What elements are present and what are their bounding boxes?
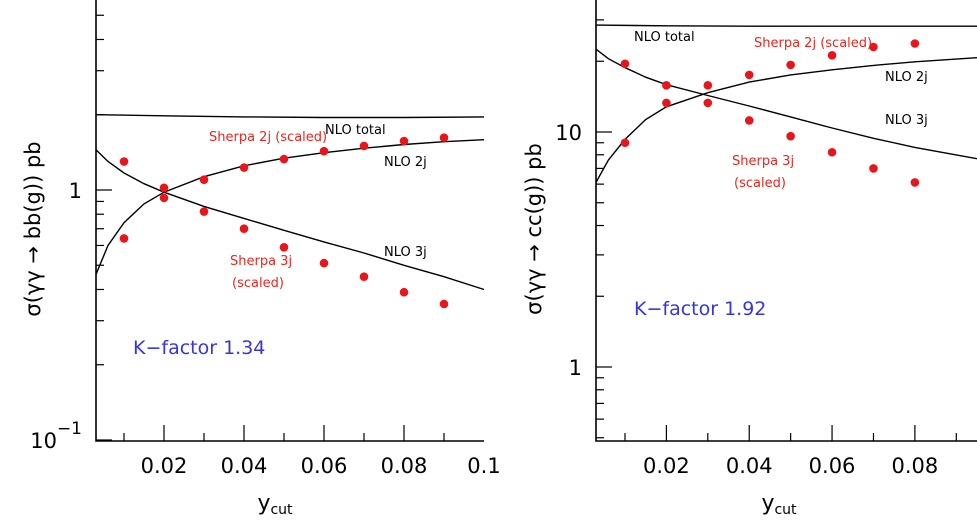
left-sherpa-2j-scaled-point [439,133,449,142]
left-x-tick-label: 0.04 [221,454,268,478]
right-axis-frame [595,0,977,442]
left-nlo-total-label: NLO total [325,123,386,138]
left-x-tick-label: 0.1 [467,454,500,478]
right-sherpa-2j-label: Sherpa 2j (scaled) [754,36,872,51]
right-x-tick-label: 0.06 [809,454,856,478]
left-x-tick-label: 0.06 [301,454,348,478]
right-x-axis-label: ycut [761,491,797,518]
left-sherpa-2j-scaled-point [119,234,129,243]
right-ticks: 0.02 0.04 0.06 0.08 1 10 [555,19,957,478]
right-sherpa-3j-label-scaled: (scaled) [734,176,786,191]
right-x-tick-label: 0.02 [643,454,690,478]
right-kfactor-annotation: K−factor 1.92 [634,298,766,320]
left-kfactor-annotation: K−factor 1.34 [133,337,265,359]
right-nlo-2j-label: NLO 2j [885,70,928,85]
left-sherpa-2j-scaled-point [359,141,369,151]
left-chart-panel: 0.02 0.04 0.06 0.08 0.1 10−1 1 σ(γγ → bb(g)) p… [21,0,501,518]
left-sherpa-3j-scaled-point [319,258,329,268]
right-y-tick-label: 10 [555,121,582,145]
left-sherpa-2j-scaled-point [399,136,409,146]
left-sherpa-3j-scaled-point [399,287,409,297]
left-x-tick-label: 0.08 [381,454,428,478]
right-nlo-3j-label: NLO 3j [885,113,928,128]
left-sherpa-3j-scaled-point [359,272,369,281]
right-sherpa-3j-scaled-point [869,164,878,173]
right-sherpa-2j-scaled-point [703,98,713,108]
left-x-tick-label: 0.02 [141,454,188,478]
left-sherpa-2j-scaled-point [319,146,329,156]
right-sherpa-3j-scaled-point [703,81,713,90]
left-x-axis-label: ycut [257,491,293,518]
right-sherpa-3j-scaled-point [744,116,754,125]
left-nlo-3j-curve [95,149,485,291]
left-sherpa-2j-scaled-point [239,163,249,172]
right-sherpa-3j-scaled-point [786,131,795,141]
left-sherpa-3j-scaled-point [119,157,129,166]
left-sherpa-3j-scaled-point [159,183,169,193]
right-sherpa-2j-scaled-point [827,51,837,60]
right-sherpa-3j-scaled-point [620,59,630,69]
left-axis-frame [95,0,484,442]
right-y-tick-label: 1 [569,356,582,380]
left-nlo-3j-label: NLO 3j [384,245,427,260]
right-sherpa-3j-scaled-point [910,178,920,187]
right-sherpa-3j-scaled-point [662,81,671,90]
right-nlo-total-label: NLO total [634,30,695,45]
left-ticks: 0.02 0.04 0.06 0.08 0.1 10−1 1 [30,14,501,478]
left-sherpa-3j-label: Sherpa 3j [230,254,292,269]
right-sherpa-2j-scaled-point [744,70,754,80]
left-y-tick-label: 1 [69,179,82,203]
left-points [119,133,449,309]
left-sherpa-3j-scaled-point [279,242,289,252]
right-points [620,39,920,187]
left-sherpa-2j-scaled-point [199,175,209,184]
right-x-tick-label: 0.04 [726,454,773,478]
right-chart-panel: 0.02 0.04 0.06 0.08 1 10 σ(γγ → cc(g)) pb ycu… [522,0,977,518]
right-y-axis-label: σ(γγ → cc(g)) pb [522,143,546,315]
right-x-tick-label: 0.08 [891,454,938,478]
left-y-axis-label: σ(γγ → bb(g)) pb [21,141,45,316]
right-sherpa-3j-label: Sherpa 3j [732,154,794,169]
right-sherpa-2j-scaled-point [786,60,795,70]
left-sherpa-3j-scaled-point [199,207,209,216]
right-nlo-total-curve [595,24,977,27]
left-sherpa-2j-scaled-point [279,154,289,164]
left-sherpa-3j-label-scaled: (scaled) [232,276,284,291]
right-sherpa-3j-scaled-point [827,147,837,157]
right-sherpa-2j-scaled-point [910,39,920,48]
left-nlo-2j-label: NLO 2j [384,155,427,170]
right-sherpa-2j-scaled-point [620,138,630,148]
left-sherpa-3j-scaled-point [239,224,249,234]
left-nlo-total-curve [95,114,485,119]
left-sherpa-2j-scaled-point [159,193,169,203]
right-sherpa-2j-scaled-point [869,42,878,52]
left-sherpa-3j-scaled-point [439,299,449,309]
left-sherpa-2j-label: Sherpa 2j (scaled) [209,130,327,145]
left-y-tick-label: 10−1 [30,419,82,453]
right-sherpa-2j-scaled-point [662,98,671,108]
